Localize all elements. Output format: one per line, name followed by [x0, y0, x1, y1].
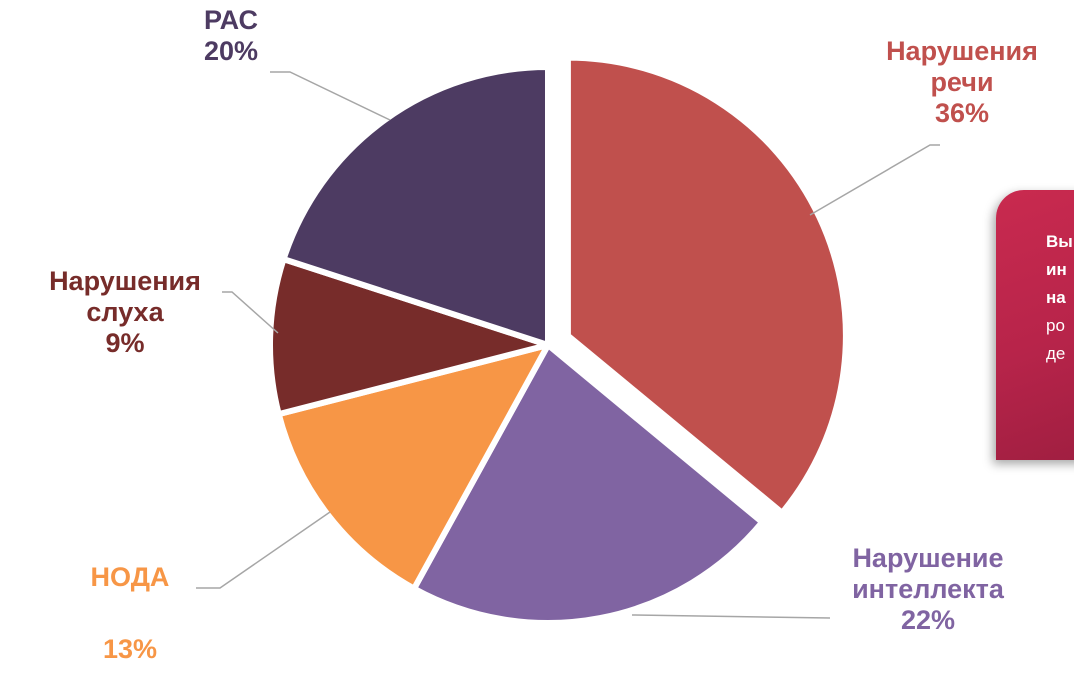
label-intellect-value: 22% — [900, 605, 956, 635]
label-ras-value: 20% — [203, 36, 259, 66]
card-line-2: ин — [1046, 260, 1067, 279]
side-info-card: Вы ин на ро де — [996, 190, 1074, 460]
label-intellect: Нарушение интеллекта 22% — [818, 543, 1038, 636]
card-line-1: Вы — [1046, 232, 1073, 251]
label-hearing: Нарушения слуха 9% — [10, 266, 240, 359]
card-line-5: де — [1046, 344, 1066, 363]
label-ras-line-1: РАС — [204, 5, 258, 35]
card-line-4: ро — [1046, 316, 1065, 335]
leader-ras — [270, 71, 391, 121]
leader-speech — [809, 144, 940, 216]
slice-intellect — [411, 342, 766, 626]
label-speech-line-1: Нарушения — [886, 36, 1038, 66]
label-hearing-line-2: слуха — [86, 297, 164, 327]
slice-ras — [280, 64, 551, 348]
label-intellect-line-2: интеллекта — [852, 574, 1004, 604]
label-noda-line-1: НОДА — [90, 562, 170, 592]
label-speech: Нарушения речи 36% — [862, 36, 1062, 129]
slice-speech — [564, 54, 849, 516]
label-speech-line-2: речи — [930, 67, 994, 97]
label-hearing-line-1: Нарушения — [49, 266, 201, 296]
card-line-3: на — [1046, 288, 1066, 307]
label-noda-value: 13% — [102, 634, 158, 664]
label-noda: НОДА — [60, 562, 200, 593]
label-speech-value: 36% — [934, 98, 990, 128]
leader-intellect — [631, 614, 831, 619]
slice-hearing — [267, 256, 551, 418]
label-ras: РАС 20% — [176, 5, 286, 67]
leader-hearing — [222, 291, 279, 334]
slice-noda — [275, 342, 551, 592]
label-intellect-line-1: Нарушение — [852, 543, 1004, 573]
leader-noda — [196, 511, 331, 589]
label-hearing-value: 9% — [105, 328, 145, 358]
